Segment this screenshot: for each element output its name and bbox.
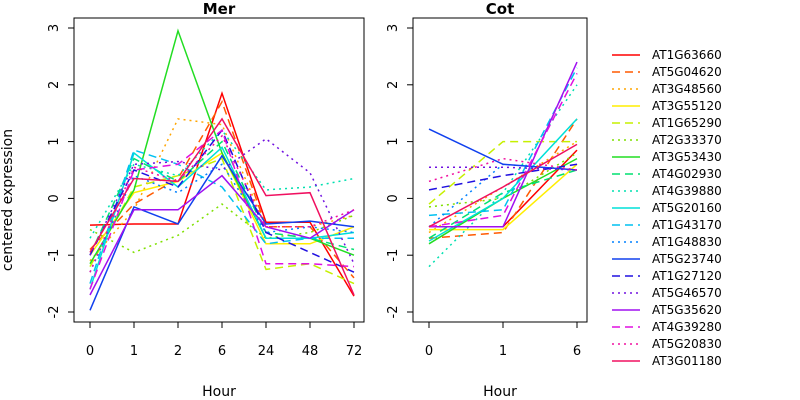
y-tick-label: 3 <box>386 24 401 32</box>
legend-label: AT5G20830 <box>652 337 722 351</box>
y-tick-label: -2 <box>386 306 401 319</box>
series-line-at3g01180 <box>89 117 355 296</box>
legend-label: AT3G01180 <box>652 354 722 368</box>
series-line-at2g33370 <box>89 203 355 254</box>
x-tick-label: 2 <box>174 344 182 359</box>
series-line-at5g23740 <box>428 128 578 171</box>
series-line-at3g01180 <box>428 143 578 228</box>
legend-label: AT4G39880 <box>652 184 722 198</box>
x-axis-title: Hour <box>483 384 517 400</box>
x-tick-label: 48 <box>302 344 319 359</box>
x-axis-title: Hour <box>202 384 236 400</box>
x-tick-label: 0 <box>425 344 433 359</box>
x-tick-label: 1 <box>130 344 138 359</box>
y-tick-label: -1 <box>47 249 62 262</box>
legend-label: AT1G27120 <box>652 269 722 283</box>
series-line-at3g53430 <box>428 157 578 245</box>
legend-label: AT4G39280 <box>652 320 722 334</box>
x-tick-label: 72 <box>346 344 363 359</box>
legend-label: AT5G35620 <box>652 303 722 317</box>
x-tick-label: 1 <box>499 344 507 359</box>
plot-frame <box>412 17 588 323</box>
y-tick-label: 2 <box>386 81 401 89</box>
legend-label: AT1G43170 <box>652 218 722 232</box>
legend-label: AT1G63660 <box>652 48 722 62</box>
x-tick-label: 6 <box>218 344 226 359</box>
series-line-at5g04620 <box>428 118 578 239</box>
y-tick-label: 3 <box>47 24 62 32</box>
y-tick-label: 0 <box>47 194 62 202</box>
series-line-at5g04620 <box>89 100 355 279</box>
y-tick-label: -1 <box>386 249 401 262</box>
series-line-at5g35620 <box>429 61 578 228</box>
x-tick-label: 6 <box>573 344 581 359</box>
y-axis-title: centered expression <box>0 129 16 271</box>
series-line-at5g20830 <box>89 134 355 273</box>
y-tick-label: 2 <box>47 81 62 89</box>
series-line-at1g48830 <box>89 163 355 273</box>
series-line-at3g55120 <box>429 163 578 231</box>
legend-label: AT5G23740 <box>652 252 722 266</box>
series-line-at5g35620 <box>89 174 355 296</box>
y-tick-label: 0 <box>386 194 401 202</box>
legend-label: AT5G46570 <box>652 286 722 300</box>
series-line-at1g65290 <box>428 140 577 205</box>
series-line-at5g20160 <box>428 118 578 242</box>
legend-label: AT1G48830 <box>652 235 722 249</box>
series-line-at4g39280 <box>89 128 355 290</box>
legend-label: AT4G02930 <box>652 167 722 181</box>
series-line-at4g02930 <box>428 169 578 239</box>
legend-label: AT3G53430 <box>652 150 722 164</box>
panel-cot: Cot -2 -1 0 1 2 3 0 1 6 Hour <box>386 0 588 400</box>
series-line-at5g20830 <box>428 157 578 183</box>
legend-label: AT1G65290 <box>652 116 722 130</box>
series-line-at5g46570 <box>429 166 578 171</box>
series-line-at3g48560 <box>428 140 578 234</box>
plot-frame <box>73 17 365 323</box>
series-line-at1g65290 <box>89 157 355 285</box>
legend: AT1G63660 AT5G04620 AT3G48560 AT3G55120 AT1G… <box>612 48 722 368</box>
series-line-at4g39880 <box>89 129 355 239</box>
legend-label: AT2G33370 <box>652 133 722 147</box>
legend-label: AT5G04620 <box>652 65 722 79</box>
y-tick-label: -2 <box>47 306 62 319</box>
series-line-at4g02930 <box>89 140 355 256</box>
y-tick-label: 1 <box>47 137 62 145</box>
series-line-at5g23740 <box>89 154 355 311</box>
series-line-at1g63660 <box>89 90 355 297</box>
x-tick-label: 0 <box>86 344 94 359</box>
legend-label: AT3G48560 <box>652 82 722 96</box>
y-tick-label: 1 <box>386 137 401 145</box>
legend-label: AT5G20160 <box>652 201 722 215</box>
series-line-at4g39280 <box>428 73 578 228</box>
panel-mer: Mer -2 -1 0 1 2 3 0 1 2 6 24 48 72 Hour <box>47 0 365 400</box>
x-tick-label: 24 <box>258 344 275 359</box>
panel-title: Cot <box>486 0 514 18</box>
panel-title: Mer <box>203 0 236 18</box>
legend-label: AT3G55120 <box>652 99 722 113</box>
